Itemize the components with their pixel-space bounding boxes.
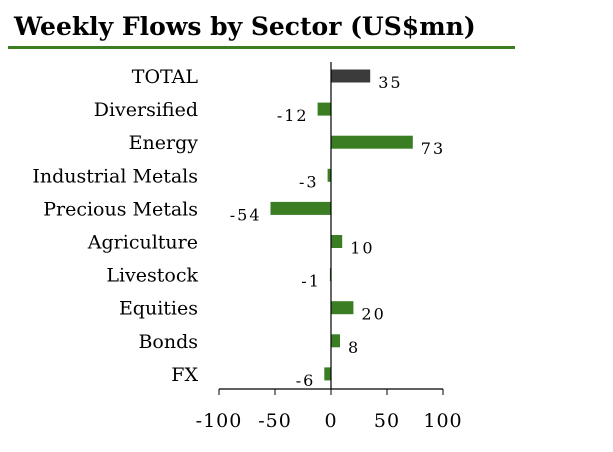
title-underline [8,46,515,49]
axes-group: -100 -50 0 50 100 [196,62,462,432]
bar-industrial-metals [327,168,331,182]
bar-bonds [331,334,340,348]
chart-title: Weekly Flows by Sector (US$mn) [14,12,476,41]
bar-diversified [317,102,331,116]
bar-equities [331,301,354,315]
value-label-equities: 20 [361,305,385,324]
value-labels: 35 -12 73 -3 -54 10 -1 208 -6 [230,73,445,390]
bar-fx [324,367,331,381]
category-label-energy: Energy [129,132,199,154]
value-label-livestock: -1 [301,272,321,291]
value-label-bonds: 8 [348,338,360,357]
bar-total [331,69,371,83]
value-label-total: 35 [378,73,402,92]
category-label-precious-metals: Precious Metals [43,198,198,220]
category-labels: TOTAL Diversified Energy Industrial Metals P… [32,66,198,386]
category-label-diversified: Diversified [94,99,198,121]
x-tick-label-3: 50 [374,410,400,432]
bar-energy [331,135,413,149]
bar-agriculture [331,235,343,248]
value-label-industrial-metals: -3 [299,172,319,191]
x-tick-label-4: 100 [423,410,462,432]
value-label-precious-metals: -54 [230,205,262,224]
value-label-agriculture: 10 [350,239,374,258]
category-label-bonds: Bonds [138,331,198,353]
x-tick-label-2: 0 [324,410,337,432]
bar-precious-metals [270,201,331,215]
value-label-diversified: -12 [277,106,309,125]
category-label-industrial-metals: Industrial Metals [32,165,198,187]
category-label-total: TOTAL [132,66,199,88]
value-label-energy: 73 [421,139,445,158]
category-label-fx: FX [171,364,198,386]
bars-group [270,69,413,381]
x-tick-label-1: -50 [258,410,292,432]
category-label-livestock: Livestock [106,265,198,287]
category-label-agriculture: Agriculture [87,232,198,254]
value-label-fx: -6 [296,371,316,390]
x-tick-label-0: -100 [196,410,243,432]
category-label-equities: Equities [119,298,198,320]
